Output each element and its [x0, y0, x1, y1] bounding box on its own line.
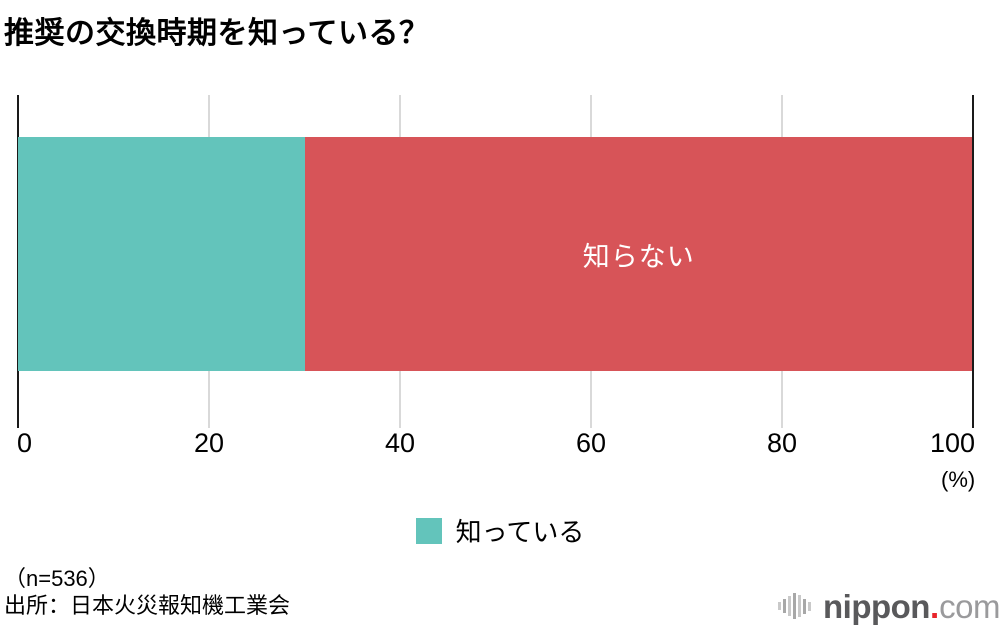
legend-item-label: 知っている [455, 517, 585, 547]
nippon-com-logo[interactable]: nippon . com [778, 588, 1000, 624]
sound-wave-icon [778, 592, 811, 620]
sound-wave-bar [778, 602, 781, 610]
logo-brand-text: nippon [823, 587, 930, 625]
sound-wave-bar [788, 596, 791, 616]
x-axis-unit-label: (%) [941, 467, 976, 492]
source-note: 出所：日本火災報知機工業会 [4, 592, 291, 618]
stacked-bar: 知らない [18, 137, 973, 371]
legend-item-shitteiru[interactable]: 知っている [415, 512, 585, 549]
sample-size-note: （n=536） [4, 566, 110, 591]
x-tick-label-0: 0 [17, 428, 33, 458]
bar-segment-label-shiranai: 知らない [582, 241, 695, 272]
footnotes: （n=536） 出所：日本火災報知機工業会 [4, 566, 290, 620]
sound-wave-bar [798, 595, 801, 617]
x-tick-label-60: 60 [576, 428, 607, 458]
sound-wave-bar [783, 599, 786, 613]
chart-legend: 知っている [0, 512, 1000, 549]
x-tick-label-20: 20 [194, 428, 225, 458]
sound-wave-bar [793, 593, 796, 619]
logo-dot: . [929, 587, 940, 625]
x-axis-labels: 0 20 40 60 80 100 [0, 428, 1000, 468]
x-tick-label-80: 80 [767, 428, 798, 458]
sound-wave-bar [808, 601, 811, 611]
plot-area: 知らない [17, 95, 974, 428]
bar-segment-shiranai[interactable]: 知らない [304, 137, 973, 371]
bar-segment-shitteiru[interactable] [18, 137, 305, 371]
logo-tld-text: com [939, 587, 1000, 625]
y-axis-line-right [972, 95, 974, 428]
x-tick-label-100: 100 [930, 428, 976, 458]
legend-swatch-icon [415, 517, 442, 544]
sound-wave-bar [803, 598, 806, 614]
page-title: 推奨の交換時期を知っている？ [4, 17, 430, 50]
x-tick-label-40: 40 [385, 428, 416, 458]
